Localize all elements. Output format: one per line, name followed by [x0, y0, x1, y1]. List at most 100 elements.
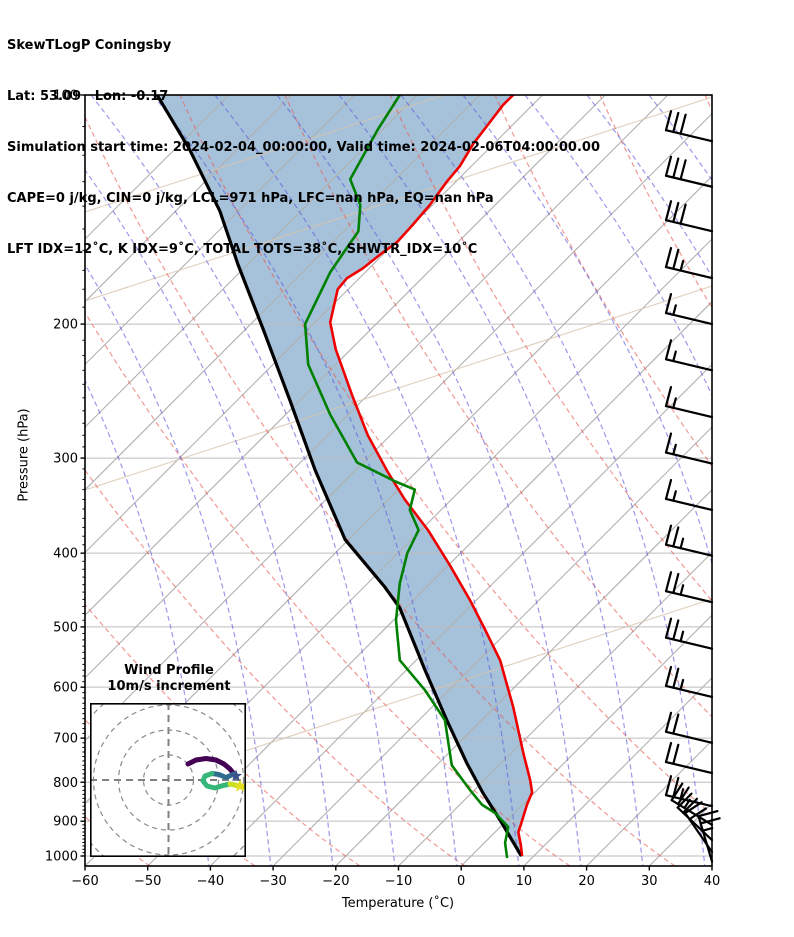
isotherm-line — [523, 677, 712, 866]
wind-barb-full-tick — [684, 801, 703, 815]
cape-shading — [157, 95, 533, 855]
wind-barb — [664, 571, 714, 604]
moist-adiabat-line — [648, 95, 712, 182]
wind-barb-full-tick — [672, 713, 680, 735]
tan-reference-line — [85, 95, 447, 213]
isotherm-line — [398, 551, 712, 866]
y-tick-label: 1000 — [45, 850, 78, 865]
wind-barb — [676, 792, 714, 842]
storm-marker-2 — [233, 779, 246, 792]
wind-barb-half-tick — [679, 537, 685, 550]
dry-adiabat-line — [85, 311, 571, 866]
y-tick-label: 800 — [53, 776, 78, 791]
wind-barb-full-tick — [679, 159, 687, 181]
moist-adiabat-line — [85, 263, 272, 866]
hodograph-mid2 — [200, 771, 233, 791]
dry-adiabat-line — [284, 95, 712, 718]
wind-barb-full-tick — [664, 711, 673, 733]
x-tick-label: −60 — [71, 874, 98, 889]
header-block: SkewTLogP Coningsby Lat: 53.09 Lon: -0.1… — [7, 3, 600, 292]
hodograph-mid1 — [209, 771, 237, 780]
moist-adiabat-line — [276, 95, 582, 866]
wind-barb-full-tick — [672, 526, 680, 548]
wind-barb-half-tick — [672, 443, 677, 456]
dry-adiabat-line — [704, 95, 712, 112]
wind-barb-full-tick — [664, 741, 673, 764]
hodograph-ring — [117, 729, 220, 831]
wind-barb — [664, 110, 714, 143]
wind-barb — [664, 339, 714, 372]
wind-barb-full-tick — [676, 786, 690, 806]
header-times: Simulation start time: 2024-02-04_00:00:… — [7, 140, 600, 155]
isotherm-line — [335, 489, 712, 866]
isotherm-line — [85, 95, 481, 491]
y-tick-label: 600 — [53, 681, 78, 696]
wind-barb-full-tick — [664, 478, 673, 501]
temperature-curve — [328, 95, 534, 857]
x-tick-label: 20 — [578, 874, 595, 889]
x-tick-label: −30 — [259, 874, 286, 889]
wind-barb-half-tick — [672, 350, 677, 363]
wind-barb-half-tick — [672, 304, 677, 316]
wind-barb-full-tick — [664, 110, 673, 132]
wind-barb-full-tick — [672, 619, 680, 641]
wind-barb — [664, 711, 714, 744]
wind-barb-full-tick — [664, 200, 673, 222]
dry-adiabat-line — [179, 95, 712, 816]
wind-barb-full-tick — [672, 776, 680, 799]
y-tick-label: 100 — [53, 89, 78, 104]
wind-barb-full-tick — [664, 775, 673, 797]
axis-ticks: −60 −50 −40 −30 −20 −10 0 10 20 30 40 100 200 300 400 5… — [45, 89, 720, 890]
hodograph-ring — [92, 704, 245, 856]
storm-marker-1 — [229, 769, 243, 782]
y-tick-label: 300 — [53, 452, 78, 467]
header-latlon: Lat: 53.09 Lon: -0.17 — [7, 89, 169, 104]
dewpoint-curve — [303, 95, 510, 859]
isotherm-line — [85, 112, 712, 742]
hodograph-low — [185, 756, 237, 777]
x-tick-label: 30 — [641, 874, 658, 889]
wind-barb-half-tick — [679, 788, 685, 800]
wind-barb-full-tick — [670, 782, 684, 802]
wind-barb — [664, 155, 714, 188]
isotherm-line — [210, 363, 712, 866]
moist-adiabat-line — [462, 95, 712, 566]
x-tick-label: 10 — [516, 874, 533, 889]
wind-barb — [664, 385, 714, 419]
moist-adiabat-line — [214, 95, 520, 866]
wind-barb-full-tick — [682, 797, 699, 814]
moist-adiabat-line — [400, 95, 706, 866]
isotherm-line — [85, 95, 293, 303]
wind-barb — [664, 665, 714, 699]
wind-barb-full-tick — [679, 203, 687, 225]
dry-adiabat-line — [599, 95, 712, 309]
wind-barb — [664, 292, 714, 326]
header-cape-cin: CAPE=0 j/kg, CIN=0 j/kg, LCL=971 hPa, LF… — [7, 191, 494, 206]
y-tick-label: 400 — [53, 547, 78, 562]
x-tick-label: −40 — [197, 874, 224, 889]
wind-barb-full-tick — [672, 743, 680, 765]
isotherm-line — [85, 95, 669, 679]
x-tick-label: −20 — [322, 874, 349, 889]
wind-barb-half-tick — [683, 798, 691, 810]
page-title: SkewTLogP Coningsby — [7, 38, 172, 53]
hodograph-title: Wind Profile 10m/s increment — [107, 663, 230, 695]
wind-barb-full-tick — [664, 339, 673, 361]
wind-barb-half-tick — [672, 490, 677, 502]
isotherm-line — [85, 95, 230, 240]
wind-barb — [664, 200, 714, 233]
dry-adiabat-line — [494, 95, 712, 468]
wind-barb-full-tick — [679, 113, 687, 135]
isotherm-line — [711, 865, 712, 866]
wind-barb-full-tick — [664, 155, 673, 177]
hodograph-inset — [90, 703, 246, 857]
hodograph-title-line2: 10m/s increment — [107, 679, 231, 694]
wind-barb-half-tick — [679, 584, 685, 596]
wind-barb-half-tick — [679, 259, 685, 272]
wind-barb-half-tick — [672, 397, 677, 409]
moist-adiabat-line — [85, 379, 210, 866]
wind-barb-full-tick — [664, 292, 673, 315]
x-axis-label: Temperature (˚C) — [341, 896, 455, 911]
